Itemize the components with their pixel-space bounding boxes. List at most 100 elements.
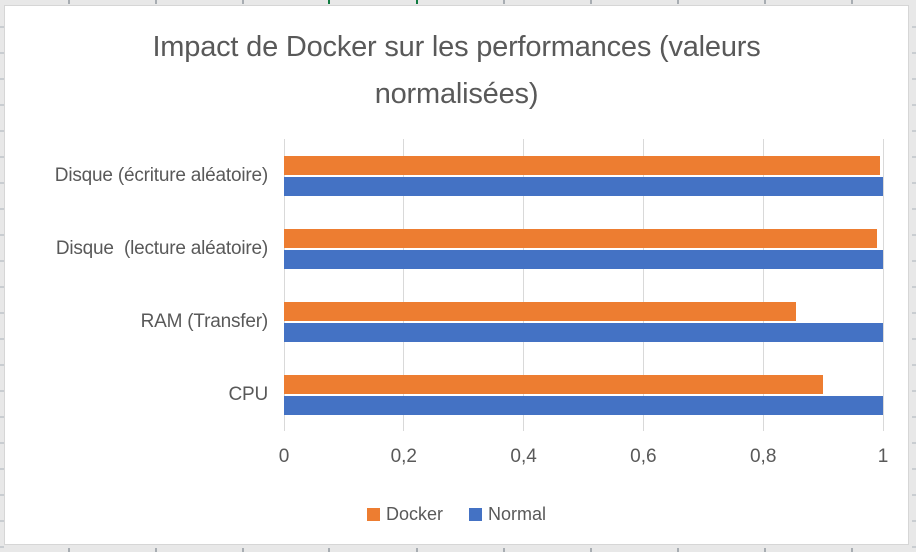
bar-docker-3[interactable] [284, 374, 824, 394]
sheet-grid-tick [155, 548, 157, 552]
bar-docker-0[interactable] [284, 155, 880, 175]
sheet-grid-tick [912, 130, 916, 132]
legend-label-docker: Docker [385, 503, 443, 524]
sheet-grid-tick [912, 234, 916, 236]
sheet-grid-tick [242, 548, 244, 552]
sheet-grid-tick [912, 338, 916, 340]
bar-normal-0[interactable] [284, 176, 883, 196]
chart-title-line1: Impact de Docker sur les performances (v… [152, 31, 761, 63]
sheet-grid-tick [0, 52, 4, 54]
category-label: CPU [228, 383, 268, 405]
sheet-grid-tick [912, 104, 916, 106]
sheet-grid-tick [912, 416, 916, 418]
bar-normal-2[interactable] [284, 322, 883, 342]
gridline [403, 139, 405, 431]
sheet-grid-tick [912, 390, 916, 392]
sheet-grid-tick [68, 0, 70, 4]
x-tick-label: 1 [877, 446, 889, 467]
bar-normal-3[interactable] [284, 395, 883, 415]
category-row [284, 285, 883, 358]
sheet-grid-tick [0, 78, 4, 80]
sheet-grid-tick [0, 260, 4, 262]
category-row [284, 139, 883, 212]
sheet-grid-tick [0, 546, 4, 548]
sheet-grid-tick [0, 468, 4, 470]
sheet-grid-tick [0, 208, 4, 210]
sheet-grid-tick [912, 78, 916, 80]
bar-docker-2[interactable] [284, 301, 797, 321]
sheet-grid-tick [503, 0, 505, 4]
sheet-grid-tick [912, 494, 916, 496]
sheet-grid-tick [912, 546, 916, 548]
sheet-grid-tick [0, 234, 4, 236]
sheet-grid-tick [590, 0, 592, 4]
sheet-grid-tick [68, 548, 70, 552]
sheet-grid-tick [912, 26, 916, 28]
sheet-grid-tick [590, 548, 592, 552]
category-label: Disque (lecture aléatoire) [55, 237, 268, 259]
chart-title-line2: normalisées) [374, 78, 539, 110]
sheet-grid-tick [764, 0, 766, 4]
legend-swatch-normal [469, 507, 482, 521]
value-axis[interactable]: 0 0,2 0,4 0,6 0,8 1 [5, 446, 908, 470]
sheet-grid-tick [416, 548, 418, 552]
legend[interactable]: Docker Normal [5, 503, 908, 525]
sheet-grid-tick [0, 364, 4, 366]
sheet-grid-tick [912, 156, 916, 158]
sheet-grid-tick [851, 0, 853, 4]
legend-swatch-docker [366, 507, 380, 521]
sheet-grid-tick [416, 0, 418, 4]
sheet-grid-tick [912, 208, 916, 210]
sheet-grid-tick [328, 548, 330, 552]
sheet-grid-tick [0, 390, 4, 392]
gridline [523, 139, 525, 431]
category-label: RAM (Transfer) [140, 310, 269, 332]
x-tick-label: 0,4 [510, 446, 537, 467]
sheet-grid-tick [912, 260, 916, 262]
sheet-grid-tick [503, 548, 505, 552]
category-row [284, 212, 883, 285]
sheet-grid-tick [0, 182, 4, 184]
sheet-grid-tick [328, 0, 330, 4]
sheet-grid-tick [677, 548, 679, 552]
legend-item-normal[interactable]: Normal [469, 504, 546, 525]
sheet-grid-tick [0, 338, 4, 340]
sheet-grid-tick [155, 0, 157, 4]
category-row [284, 358, 883, 431]
sheet-grid-tick [0, 130, 4, 132]
sheet-grid-tick [0, 104, 4, 106]
gridline [762, 139, 764, 431]
sheet-grid-tick [912, 364, 916, 366]
plot-area[interactable] [283, 139, 884, 431]
sheet-grid-tick [912, 52, 916, 54]
x-tick-label: 0,8 [749, 446, 777, 467]
bar-normal-1[interactable] [284, 249, 883, 269]
sheet-grid-tick [0, 312, 4, 314]
sheet-grid-tick [912, 520, 916, 522]
sheet-grid-tick [0, 442, 4, 444]
sheet-grid-tick [0, 26, 4, 28]
chart-object[interactable]: Impact de Docker sur les performances (v… [4, 5, 909, 545]
x-tick-label: 0,6 [630, 446, 657, 467]
sheet-grid-tick [0, 416, 4, 418]
sheet-grid-tick [912, 312, 916, 314]
sheet-grid-tick [677, 0, 679, 4]
sheet-grid-tick [764, 548, 766, 552]
category-axis[interactable]: Disque (écriture aléatoire) Disque (lectu… [5, 6, 908, 544]
legend-item-docker[interactable]: Docker [366, 503, 443, 525]
bar-docker-1[interactable] [284, 228, 877, 248]
category-label: Disque (écriture aléatoire) [54, 164, 268, 186]
sheet-grid-tick [0, 494, 4, 496]
sheet-grid-tick [912, 286, 916, 288]
sheet-grid-tick [0, 286, 4, 288]
chart-title[interactable]: Impact de Docker sur les performances (v… [5, 24, 908, 118]
sheet-grid-tick [912, 442, 916, 444]
gridline [882, 139, 884, 431]
x-tick-label: 0,2 [390, 446, 418, 467]
legend-label-normal: Normal [488, 503, 547, 524]
sheet-grid-tick [0, 520, 4, 522]
x-tick-label: 0 [278, 446, 290, 467]
sheet-grid-tick [242, 0, 244, 4]
sheet-grid-tick [0, 156, 4, 158]
